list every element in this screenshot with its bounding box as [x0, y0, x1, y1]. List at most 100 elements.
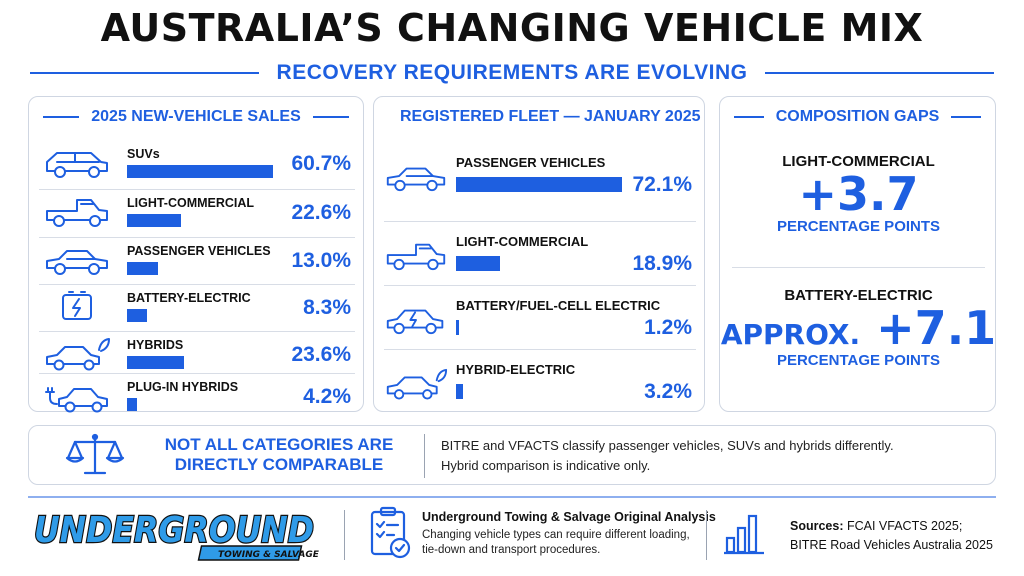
subtitle-row: RECOVERY REQUIREMENTS ARE EVOLVING	[30, 58, 994, 88]
sedan-icon	[386, 167, 446, 192]
sales-category-label: PASSENGER VEHICLES	[127, 244, 271, 258]
logo-subtext: TOWING & SALVAGE	[218, 550, 320, 560]
sales-bar	[127, 214, 182, 227]
note-line-2: Hybrid comparison is indicative only.	[441, 458, 651, 474]
page-title: AUSTRALIA’S CHANGING VEHICLE MIX	[100, 6, 924, 50]
sales-category-label: PLUG-IN HYBRIDS	[127, 380, 239, 394]
sales-rule-left	[43, 116, 80, 118]
sales-value-label: 13.0%	[291, 249, 351, 272]
sales-panel-title: 2025 NEW-VEHICLE SALES	[91, 108, 301, 125]
gap-value-row: APPROX. +7.1	[720, 304, 997, 352]
sales-row: BATTERY-ELECTRIC 8.3%	[39, 284, 355, 330]
gaps-rule-left	[734, 116, 764, 118]
scales-icon	[65, 433, 125, 475]
suv-icon	[46, 152, 108, 178]
sales-row: PLUG-IN HYBRIDS 4.2%	[39, 373, 355, 419]
ute-icon	[46, 199, 108, 227]
fleet-bar	[456, 320, 459, 335]
sales-bar	[127, 262, 159, 275]
sales-value-label: 4.2%	[303, 385, 351, 408]
bar-chart-icon	[724, 514, 764, 555]
analysis-title: Underground Towing & Salvage Original An…	[422, 510, 716, 524]
fleet-bar	[456, 256, 500, 271]
sales-panel-header: 2025 NEW-VEHICLE SALES	[29, 97, 363, 137]
sales-category-label: BATTERY-ELECTRIC	[127, 291, 251, 305]
gap-label: LIGHT-COMMERCIAL	[782, 153, 935, 170]
composition-gaps-panel: COMPOSITION GAPS LIGHT-COMMERCIAL +3.7 P…	[719, 96, 996, 412]
sales-row: SUVs 60.7%	[39, 141, 355, 187]
note-line-1: BITRE and VFACTS classify passenger vehi…	[441, 438, 894, 453]
fleet-category-label: LIGHT-COMMERCIAL	[456, 234, 589, 249]
fleet-value-label: 3.2%	[644, 380, 692, 403]
note-heading: NOT ALL CATEGORIES ARE DIRECTLY COMPARAB…	[164, 435, 394, 475]
note-separator	[424, 434, 425, 478]
fleet-value-label: 18.9%	[632, 252, 692, 275]
sources: Sources: FCAI VFACTS 2025; BITRE Road Ve…	[790, 517, 993, 556]
footer-separator	[344, 510, 345, 560]
fleet-panel-title: REGISTERED FLEET — JANUARY 2025	[400, 108, 701, 125]
footer-separator	[706, 510, 707, 560]
clipboard-check-icon	[370, 506, 411, 559]
sales-bar	[127, 356, 184, 369]
fleet-category-label: PASSENGER VEHICLES	[456, 155, 606, 170]
fleet-value-label: 1.2%	[644, 316, 692, 339]
hybrid-car-icon	[386, 368, 448, 400]
fleet-panel-header: REGISTERED FLEET — JANUARY 2025	[374, 97, 704, 137]
gaps-panel-header: COMPOSITION GAPS	[720, 97, 995, 137]
fleet-row: HYBRID-ELECTRIC 3.2%	[384, 349, 696, 411]
page-subtitle: RECOVERY REQUIREMENTS ARE EVOLVING	[276, 61, 748, 84]
analysis-text: Changing vehicle types can require diffe…	[422, 529, 690, 556]
footer-rule	[28, 496, 996, 498]
gap-value: +3.7	[798, 167, 919, 221]
fleet-value-label: 72.1%	[632, 173, 692, 196]
new-vehicle-sales-panel: 2025 NEW-VEHICLE SALES SUVs 60.7% LIGHT-CO…	[28, 96, 364, 413]
subtitle-rule-left	[30, 72, 259, 74]
logo-text: UNDERGROUND	[34, 510, 314, 551]
gap-divider	[732, 267, 985, 268]
battery-icon	[62, 291, 92, 320]
sales-rule-right	[312, 116, 350, 118]
note-text: BITRE and VFACTS classify passenger vehi…	[441, 436, 894, 476]
underground-logo: UNDERGROUND TOWING & SALVAGE	[33, 509, 320, 561]
gap-light-commercial: LIGHT-COMMERCIAL +3.7 PERCENTAGE POINTS	[720, 153, 997, 235]
sales-bar	[127, 398, 138, 411]
sales-row: LIGHT-COMMERCIAL 22.6%	[39, 189, 355, 235]
sources-line-2: BITRE Road Vehicles Australia 2025	[790, 538, 993, 553]
gap-unit: PERCENTAGE POINTS	[776, 352, 941, 370]
plug-in-car-icon	[45, 387, 108, 413]
subtitle-rule-right	[765, 72, 994, 74]
fleet-bar	[456, 177, 622, 192]
fleet-row: BATTERY/FUEL-CELL ELECTRIC 1.2%	[384, 285, 696, 347]
ute-icon	[386, 243, 446, 271]
registered-fleet-panel: REGISTERED FLEET — JANUARY 2025 PASSENGE…	[373, 96, 705, 412]
sedan-icon	[46, 250, 108, 275]
fleet-row: LIGHT-COMMERCIAL 18.9%	[384, 221, 696, 283]
gap-battery-electric: BATTERY-ELECTRIC APPROX. +7.1 PERCENTAGE…	[720, 287, 997, 369]
sales-category-label: HYBRIDS	[127, 338, 184, 352]
sales-category-label: SUVs	[127, 147, 160, 161]
gaps-panel-title: COMPOSITION GAPS	[775, 108, 940, 125]
sales-value-label: 22.6%	[291, 201, 351, 224]
sales-row: HYBRIDS 23.6%	[39, 331, 355, 377]
gaps-rule-right	[951, 116, 982, 118]
comparability-note: NOT ALL CATEGORIES ARE DIRECTLY COMPARAB…	[28, 425, 996, 485]
gap-prefix: APPROX.	[720, 318, 861, 351]
sales-bar	[127, 309, 147, 322]
sales-bar	[127, 165, 273, 178]
gap-value: +7.1	[876, 301, 997, 355]
electric-car-icon	[386, 309, 444, 335]
sources-line-1: FCAI VFACTS 2025;	[846, 519, 963, 533]
sales-value-label: 23.6%	[291, 343, 351, 366]
fleet-category-label: HYBRID-ELECTRIC	[456, 362, 576, 377]
sources-label: Sources:	[790, 519, 844, 533]
fleet-category-label: BATTERY/FUEL-CELL ELECTRIC	[456, 298, 661, 313]
gap-label: BATTERY-ELECTRIC	[784, 287, 933, 304]
sales-value-label: 8.3%	[303, 296, 351, 319]
fleet-row: PASSENGER VEHICLES 72.1%	[384, 143, 696, 205]
sales-category-label: LIGHT-COMMERCIAL	[127, 196, 255, 210]
sales-row: PASSENGER VEHICLES 13.0%	[39, 237, 355, 283]
gap-unit: PERCENTAGE POINTS	[776, 218, 941, 236]
fleet-bar	[456, 384, 464, 399]
hybrid-car-icon	[46, 338, 110, 371]
sales-value-label: 60.7%	[291, 152, 351, 175]
